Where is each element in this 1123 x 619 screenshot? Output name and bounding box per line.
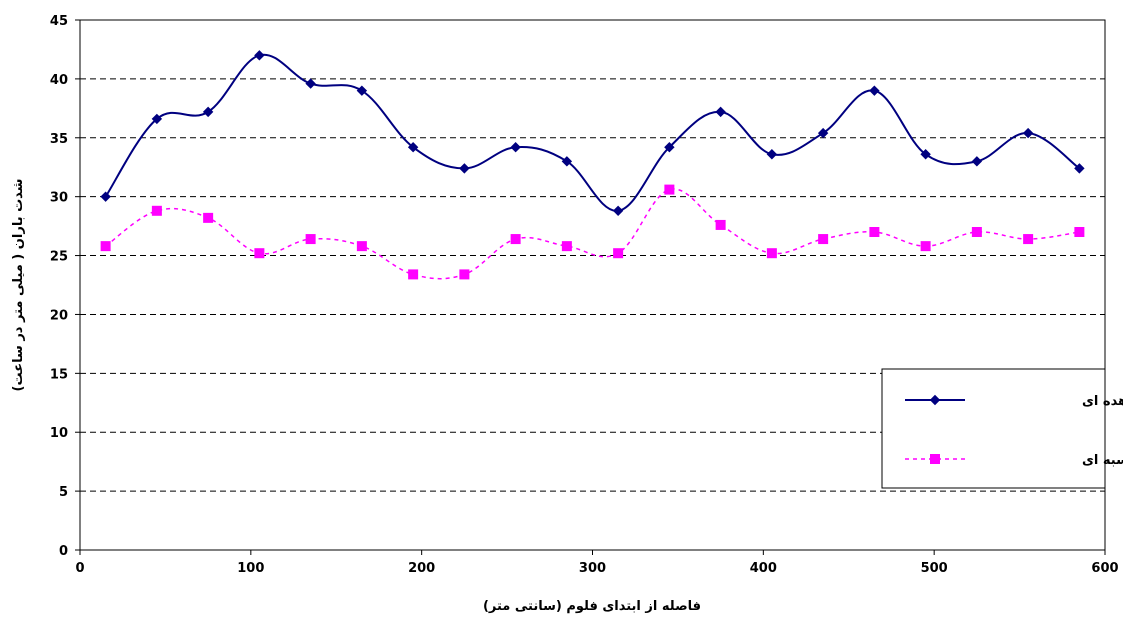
data-point [203,212,214,223]
y-tick-label: 40 [50,73,68,88]
legend-label-calculated: شدت محاسبه ای [1082,453,1123,468]
data-point [151,205,162,216]
data-point [766,149,778,160]
data-point [305,234,316,245]
data-point [971,156,983,167]
data-point [715,219,726,230]
x-tick-label: 500 [921,561,948,576]
data-point [1074,163,1085,174]
series-layer [100,50,1085,280]
data-point [612,205,624,217]
legend-sample-observed [905,394,965,406]
data-point [100,241,111,252]
data-point [459,163,470,174]
y-tick-label: 30 [50,191,68,206]
y-axis-ticks: 0 5 10 15 20 25 30 35 40 45 [50,14,80,559]
data-point [920,241,931,252]
data-point [561,156,573,167]
data-point [510,141,521,153]
data-point [254,50,265,61]
data-point [510,234,521,245]
data-point [971,227,982,237]
legend-marker [930,454,940,464]
y-tick-label: 25 [50,250,68,265]
y-tick-label: 15 [50,367,68,382]
x-tick-label: 300 [579,561,606,576]
data-point [305,78,316,89]
gridlines [80,78,1105,492]
legend-marker [929,394,941,406]
data-point [766,248,777,259]
x-tick-label: 600 [1091,561,1118,576]
x-tick-label: 400 [750,561,777,576]
y-tick-label: 10 [50,426,68,441]
data-point [869,85,880,96]
legend-box [881,368,1106,489]
series-calculated [100,184,1085,280]
legend-label-observed: شدت مشاهده ای [1082,394,1123,409]
x-tick-label: 100 [237,561,264,576]
data-point [408,269,419,280]
data-point [561,241,572,252]
series-line [104,53,1080,212]
y-tick-label: 0 [59,544,68,559]
y-tick-label: 45 [50,14,68,29]
series-observed [100,50,1085,217]
y-tick-label: 20 [50,308,68,323]
data-point [151,113,163,125]
y-tick-label: 35 [50,132,68,147]
data-point [1023,234,1034,245]
data-point [869,227,880,237]
data-point [818,234,829,245]
data-point [407,141,419,153]
data-point [613,248,624,259]
data-point [817,127,829,139]
data-point [356,85,368,96]
y-axis-title: شدت باران ( میلی متر در ساعت) [11,179,26,392]
x-axis-ticks: 0 100 200 300 400 500 600 [75,550,1119,576]
x-tick-label: 200 [408,561,435,576]
x-tick-label: 0 [75,561,84,576]
legend: شدت مشاهده ای شدت محاسبه ای [881,368,1123,489]
series-line [105,188,1080,280]
data-point [664,141,675,153]
data-point [715,106,726,118]
data-point [254,248,265,259]
data-point [1022,127,1034,139]
data-point [356,241,367,252]
y-tick-label: 5 [59,485,68,500]
data-point [202,106,214,118]
data-point [100,191,111,202]
data-point [1074,227,1085,237]
data-point [920,149,931,160]
data-point [459,269,470,280]
legend-sample-calculated [905,454,965,464]
data-point [664,184,675,195]
x-axis-title: فاصله از ابتدای فلوم (سانتی متر) [483,599,701,614]
